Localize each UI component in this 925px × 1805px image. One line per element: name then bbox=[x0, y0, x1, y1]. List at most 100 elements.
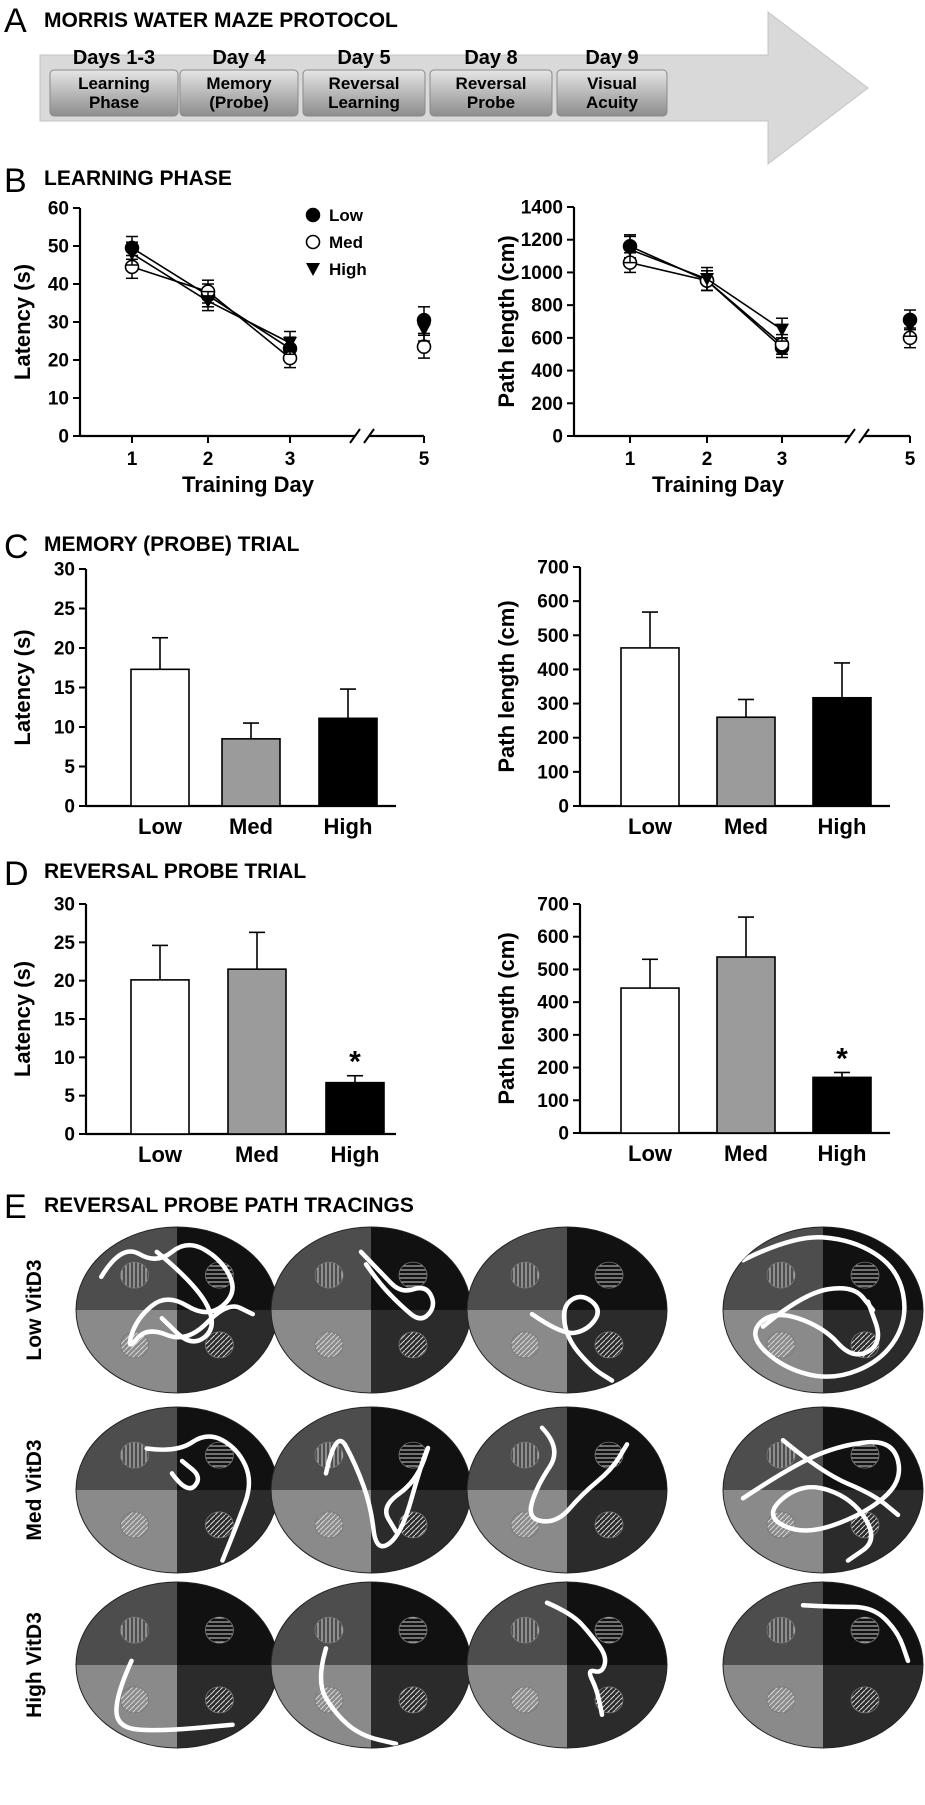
y-tick-label: 30 bbox=[48, 313, 69, 334]
protocol-step-box bbox=[429, 69, 553, 117]
panel-letter-b: B bbox=[4, 162, 27, 200]
pool-r3-c2 bbox=[270, 1581, 472, 1749]
swim-path bbox=[99, 1242, 255, 1347]
platform-marker bbox=[314, 1331, 344, 1359]
y-tick-label: 0 bbox=[64, 797, 75, 818]
y-tick-label: 5 bbox=[64, 757, 75, 778]
axis-break-mark bbox=[363, 428, 375, 444]
pool-r3-c4 bbox=[722, 1581, 924, 1749]
series-med bbox=[622, 252, 918, 355]
x-tick-label: 3 bbox=[285, 449, 296, 470]
y-tick-label: 0 bbox=[558, 797, 569, 818]
pool-quadrants bbox=[271, 1227, 471, 1393]
panel-letter-d: D bbox=[4, 855, 29, 893]
pool-outline bbox=[466, 1581, 668, 1749]
y-tick-label: 0 bbox=[58, 427, 69, 448]
legend-label-low: Low bbox=[329, 206, 364, 225]
platform-marker bbox=[766, 1331, 796, 1359]
y-tick-label: 15 bbox=[54, 678, 76, 699]
platform-marker bbox=[594, 1261, 624, 1289]
row-label-2: Med VitD3 bbox=[23, 1439, 46, 1540]
pool-r2-c3 bbox=[466, 1406, 668, 1574]
y-tick-label: 400 bbox=[537, 993, 569, 1014]
axis-break-mark bbox=[858, 428, 870, 444]
y-axis-label: Latency (s) bbox=[10, 629, 35, 745]
x-category-label: Med bbox=[229, 814, 273, 839]
marker-filled-triangle bbox=[125, 247, 139, 261]
x-category-label: High bbox=[818, 814, 867, 839]
y-tick-label: 300 bbox=[537, 1025, 569, 1046]
y-tick-label: 1400 bbox=[521, 198, 563, 219]
platform-marker bbox=[398, 1261, 428, 1289]
panel-title-e: REVERSAL PROBE PATH TRACINGS bbox=[44, 1194, 414, 1217]
y-tick-label: 60 bbox=[48, 199, 69, 220]
pool-outline bbox=[466, 1226, 668, 1394]
y-tick-label: 15 bbox=[54, 1010, 76, 1031]
significance-marker: * bbox=[349, 1046, 361, 1079]
row-label-1: Low VitD3 bbox=[23, 1259, 46, 1360]
chart-learning-path-length: 0 200 400 600 800 1000 1200 1400 1 2 3 5 Training Da… bbox=[494, 198, 918, 497]
marker-filled-triangle bbox=[623, 243, 637, 257]
bar-rect bbox=[221, 738, 281, 807]
marker-filled-circle bbox=[305, 207, 321, 223]
chart-learning-latency: 0 10 20 30 40 50 60 1 2 3 5 Training Day Latency (s)… bbox=[10, 199, 432, 497]
protocol-step-label-line2: Acuity bbox=[586, 93, 639, 112]
significance-marker: * bbox=[836, 1042, 848, 1075]
pool-r2-c2 bbox=[270, 1406, 472, 1574]
bar-high bbox=[325, 1074, 385, 1135]
chart-memory-path-length: 0 100 200 300 400 500 600 700 Path length (cm) Lo… bbox=[494, 558, 890, 839]
y-tick-label: 10 bbox=[54, 1048, 75, 1069]
swim-path bbox=[529, 1294, 615, 1383]
y-tick-label: 600 bbox=[537, 927, 569, 948]
y-tick-label: 400 bbox=[537, 660, 569, 681]
y-tick-label: 100 bbox=[537, 1091, 569, 1112]
bar-rect bbox=[620, 647, 680, 807]
x-category-label: High bbox=[818, 1141, 867, 1166]
x-category-label: High bbox=[331, 1142, 380, 1167]
platform-marker bbox=[205, 1511, 234, 1539]
platform-marker bbox=[205, 1616, 234, 1644]
swim-path bbox=[740, 1234, 907, 1379]
bar-high bbox=[812, 1071, 872, 1134]
series-low bbox=[124, 235, 432, 361]
axis-break-mark bbox=[349, 428, 361, 444]
panel-a: A MORRIS WATER MAZE PROTOCOL Days 1-3 Lea… bbox=[4, 2, 869, 166]
platform-marker bbox=[120, 1441, 149, 1469]
y-tick-label: 1000 bbox=[521, 263, 563, 284]
swim-path bbox=[780, 1437, 901, 1518]
swim-path bbox=[358, 1249, 436, 1321]
platform-marker bbox=[205, 1441, 234, 1469]
swim-path bbox=[318, 1646, 399, 1747]
pool-quadrants bbox=[271, 1407, 471, 1573]
platform-marker bbox=[120, 1261, 149, 1289]
x-tick-label: 1 bbox=[127, 449, 138, 470]
marker-filled-triangle bbox=[283, 336, 297, 350]
x-axis-label: Training Day bbox=[652, 472, 785, 497]
platform-marker bbox=[594, 1616, 624, 1644]
y-tick-label: 500 bbox=[537, 626, 569, 647]
bar-rect bbox=[325, 1081, 385, 1135]
platform-marker bbox=[766, 1616, 796, 1644]
y-tick-label: 30 bbox=[54, 560, 75, 581]
bar-med bbox=[716, 916, 776, 1134]
x-category-label: Med bbox=[724, 1141, 768, 1166]
platform-marker bbox=[510, 1331, 540, 1359]
protocol-step-box bbox=[556, 69, 668, 117]
pool-r3-c1 bbox=[75, 1581, 279, 1749]
y-tick-label: 200 bbox=[537, 1058, 569, 1079]
swim-path bbox=[169, 1458, 201, 1491]
platform-marker bbox=[205, 1686, 234, 1714]
y-tick-label: 1200 bbox=[521, 230, 563, 251]
protocol-step-label-line1: Visual bbox=[587, 74, 637, 93]
x-tick-label: 3 bbox=[777, 449, 788, 470]
bar-high bbox=[812, 662, 872, 807]
y-tick-label: 10 bbox=[54, 718, 75, 739]
protocol-step-2: Day 4 Memory(Probe) bbox=[179, 47, 299, 117]
y-tick-label: 50 bbox=[48, 237, 69, 258]
marker-filled-triangle bbox=[306, 263, 320, 276]
platform-marker bbox=[766, 1686, 796, 1714]
pool-r1-c1 bbox=[75, 1226, 279, 1394]
protocol-step-label-line2: Learning bbox=[328, 93, 400, 112]
